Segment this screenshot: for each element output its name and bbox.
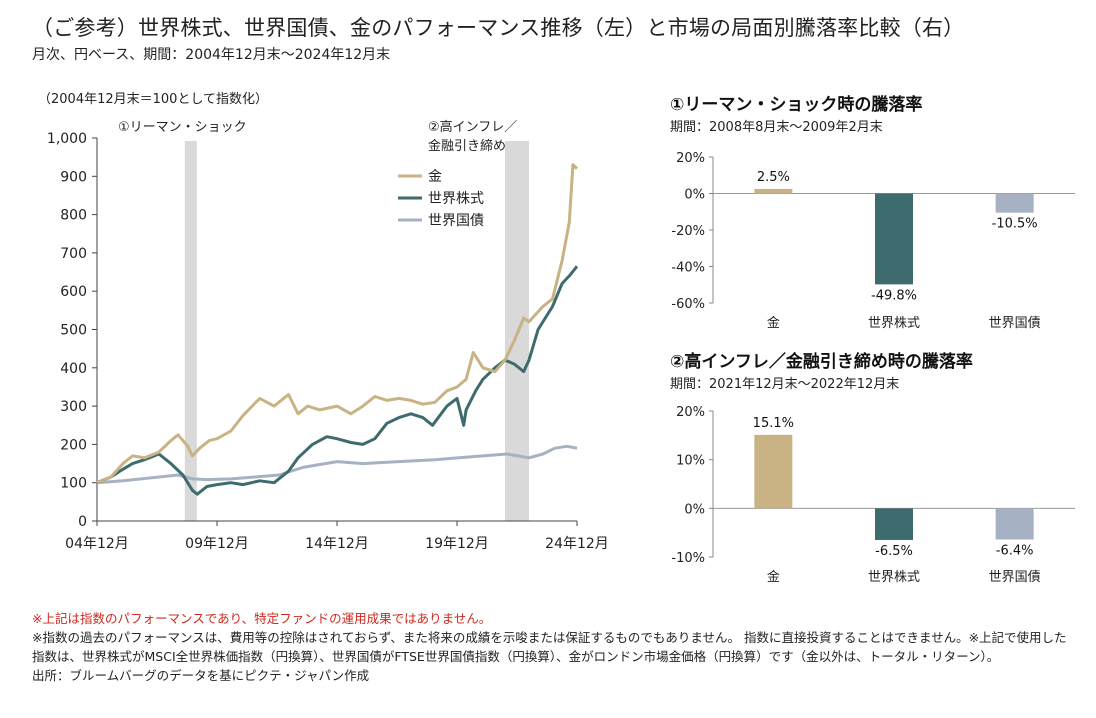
footnotes: ※上記は指数のパフォーマンスであり、特定ファンドの運用成果ではありません。 ※指… [32,609,1072,685]
shade-label-lehman: ①リーマン・ショック [118,120,247,135]
bar-category-label: 世界株式 [868,316,920,331]
page-title: （ご参考）世界株式、世界国債、金のパフォーマンス推移（左）と市場の局面別騰落率比… [32,16,965,40]
bar-y-tick-label: 0% [684,188,705,203]
page-subtitle: 月次、円ベース、期間：2004年12月末～2024年12月末 [32,47,391,63]
y-tick-label: 700 [60,246,87,262]
bar-y-tick-label: -20% [671,224,705,239]
y-tick-label: 100 [60,476,87,492]
legend-label: 世界株式 [428,191,484,207]
bar-category-label: 世界株式 [868,570,920,585]
inflation-bar-chart: ②高インフレ／金融引き締め時の騰落率期間：2021年12月末～2022年12月末… [670,351,1075,585]
bar [875,508,913,540]
y-tick-label: 1,000 [47,131,87,147]
bar-category-label: 金 [767,315,780,331]
series-line-1 [96,163,579,485]
y-tick-label: 800 [60,208,87,224]
performance-line-chart: 0 100 200 300 400 500 600 700 800 900 1,000 04年12月 0… [47,131,609,552]
bar [754,188,793,194]
bar-chart-title: ②高インフレ／金融引き締め時の騰落率 [670,351,973,372]
bar [995,193,1034,213]
bar-value-label: -6.5% [875,544,913,559]
y-tick-label: 400 [60,361,87,377]
y-tick-label: 500 [60,323,87,339]
bar-value-label: 2.5% [757,170,790,185]
bar [875,193,913,285]
x-tick-label: 14年12月 [305,536,369,552]
bar-value-label: -6.4% [996,543,1034,558]
shaded-period-1 [184,141,197,521]
x-tick-label: 19年12月 [425,536,489,552]
bar-value-label: -10.5% [992,217,1038,232]
y-tick-label: 600 [60,284,87,300]
y-tick-label: 200 [60,437,87,453]
bar-value-label: -49.8% [871,288,917,303]
bar-chart-title: ①リーマン・ショック時の騰落率 [670,94,922,115]
bar-y-tick-label: -10% [671,551,705,566]
bar-y-tick-label: -40% [671,261,705,276]
bar-chart-subtitle: 期間：2021年12月末～2022年12月末 [670,377,899,392]
x-tick-label: 04年12月 [65,536,129,552]
y-tick-label: 300 [60,399,87,415]
bar-y-tick-label: 20% [676,151,705,166]
bar-category-label: 金 [767,569,780,585]
bar-chart-subtitle: 期間：2008年8月末～2009年2月末 [670,120,883,135]
bar-y-tick-label: 10% [676,454,705,469]
x-tick-label: 24年12月 [545,536,609,552]
y-tick-label: 0 [78,514,87,530]
index-disclaimer: ※指数の過去のパフォーマンスは、費用等の控除はされておらず、また将来の成績を示唆… [32,630,1067,664]
shade-label-inflation-1: ②高インフレ／ [428,119,517,135]
bar-value-label: 15.1% [753,416,794,431]
y-tick-label: 900 [60,169,87,185]
series-line-2 [96,265,579,496]
legend-label: 世界国債 [428,213,484,229]
bar-y-tick-label: 0% [684,502,705,517]
bar-y-tick-label: 20% [676,405,705,420]
bar-category-label: 世界国債 [989,570,1041,585]
bar-y-tick-label: -60% [671,297,705,312]
x-tick-label: 09年12月 [185,536,249,552]
shade-label-inflation-2: 金融引き締め [428,138,506,154]
charts-canvas: （2004年12月末＝100として指数化） ①リーマン・ショック ②高インフレ／… [38,92,1075,585]
index-note: （2004年12月末＝100として指数化） [38,92,268,107]
legend-label: 金 [428,169,442,185]
bar [995,508,1034,540]
source-note: 出所：ブルームバーグのデータを基にピクテ・ジャパン作成 [32,668,370,683]
bar-category-label: 世界国債 [989,316,1041,331]
performance-warning: ※上記は指数のパフォーマンスであり、特定ファンドの運用成果ではありません。 [32,611,492,626]
bar [754,434,793,509]
